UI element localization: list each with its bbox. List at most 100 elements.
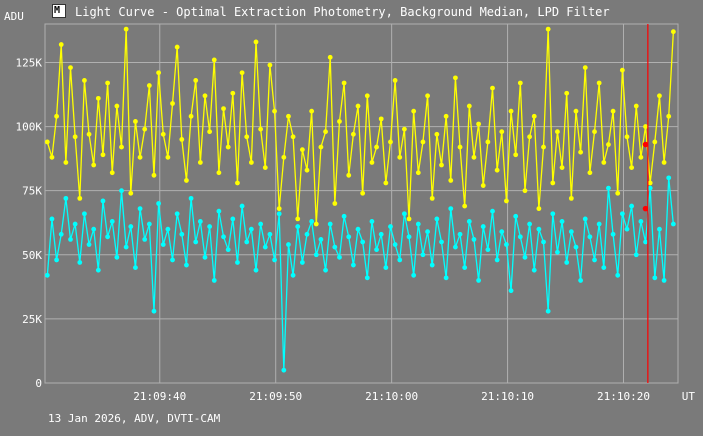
data-point	[128, 190, 134, 196]
data-point	[193, 78, 199, 83]
data-point	[114, 254, 120, 260]
data-point	[355, 103, 361, 109]
data-point	[253, 267, 259, 273]
data-point	[485, 247, 491, 253]
chart-app-icon[interactable]: M	[52, 4, 66, 18]
x-tick-label: 21:09:40	[133, 390, 186, 403]
data-point	[559, 165, 565, 171]
data-point	[86, 131, 92, 137]
data-point	[429, 195, 435, 201]
data-point	[133, 119, 138, 124]
data-point	[309, 108, 315, 114]
data-point	[457, 231, 463, 237]
data-point	[239, 70, 245, 76]
y-tick-label: 0	[35, 377, 42, 390]
data-point	[508, 108, 514, 114]
data-point	[262, 165, 268, 171]
data-point	[323, 129, 328, 135]
data-point	[86, 242, 92, 247]
data-point	[63, 160, 69, 165]
data-point	[313, 252, 319, 258]
y-tick-label: 125K	[16, 56, 43, 69]
data-point	[244, 134, 250, 140]
data-point	[170, 257, 175, 263]
data-point	[661, 278, 667, 283]
data-point	[401, 211, 407, 217]
data-point	[606, 142, 611, 147]
data-point	[323, 267, 328, 273]
data-point	[72, 134, 78, 140]
data-point	[151, 172, 157, 178]
data-point	[160, 131, 166, 137]
data-point	[415, 170, 421, 176]
data-point	[82, 211, 87, 217]
data-point	[439, 239, 444, 245]
data-point	[286, 113, 291, 119]
data-point	[235, 260, 240, 265]
data-point	[44, 272, 50, 278]
data-point	[44, 139, 50, 145]
data-point	[54, 113, 59, 119]
data-point	[211, 278, 217, 283]
data-point	[573, 108, 579, 114]
data-point	[480, 224, 486, 229]
data-point	[216, 208, 222, 214]
data-point	[68, 65, 73, 70]
data-point	[54, 257, 59, 263]
data-point	[401, 126, 407, 132]
data-point	[462, 203, 468, 209]
data-point	[230, 90, 236, 96]
data-point	[638, 219, 644, 224]
data-point	[443, 275, 449, 281]
data-point	[109, 170, 115, 176]
data-point	[420, 252, 426, 258]
data-point	[188, 195, 194, 201]
data-point	[406, 234, 412, 240]
data-point	[517, 234, 523, 240]
data-point	[670, 29, 676, 35]
data-point	[350, 262, 356, 268]
data-point	[629, 165, 635, 171]
data-point	[383, 180, 389, 186]
data-point	[425, 93, 430, 99]
data-point	[411, 108, 417, 114]
data-point	[295, 216, 301, 222]
data-point	[425, 229, 430, 235]
data-point	[545, 308, 551, 314]
series-layer	[44, 26, 676, 373]
data-point	[633, 252, 639, 258]
data-point	[299, 147, 305, 153]
data-point	[281, 154, 287, 160]
data-point	[151, 308, 157, 314]
cursor-marker	[642, 141, 649, 148]
data-point	[670, 221, 676, 227]
data-point	[188, 113, 194, 119]
x-tick-label: 21:10:20	[597, 390, 650, 403]
data-point	[666, 113, 672, 119]
data-point	[462, 265, 468, 271]
data-point	[304, 167, 310, 173]
data-point	[466, 219, 472, 224]
data-point	[434, 216, 440, 222]
data-point	[58, 231, 64, 237]
data-point	[619, 211, 625, 217]
data-point	[388, 224, 393, 229]
data-point	[536, 206, 542, 212]
data-point	[453, 244, 458, 250]
data-point	[100, 152, 106, 158]
data-point	[184, 262, 189, 268]
series-line	[46, 177, 675, 371]
data-point	[95, 267, 101, 273]
data-point	[341, 80, 347, 86]
data-point	[429, 262, 435, 268]
data-point	[137, 206, 143, 212]
data-point	[494, 257, 500, 263]
data-point	[225, 247, 231, 253]
data-point	[392, 78, 398, 83]
data-point	[369, 160, 375, 165]
data-point	[453, 75, 458, 81]
data-point	[480, 183, 486, 188]
data-point	[119, 188, 124, 194]
data-point	[267, 231, 273, 237]
